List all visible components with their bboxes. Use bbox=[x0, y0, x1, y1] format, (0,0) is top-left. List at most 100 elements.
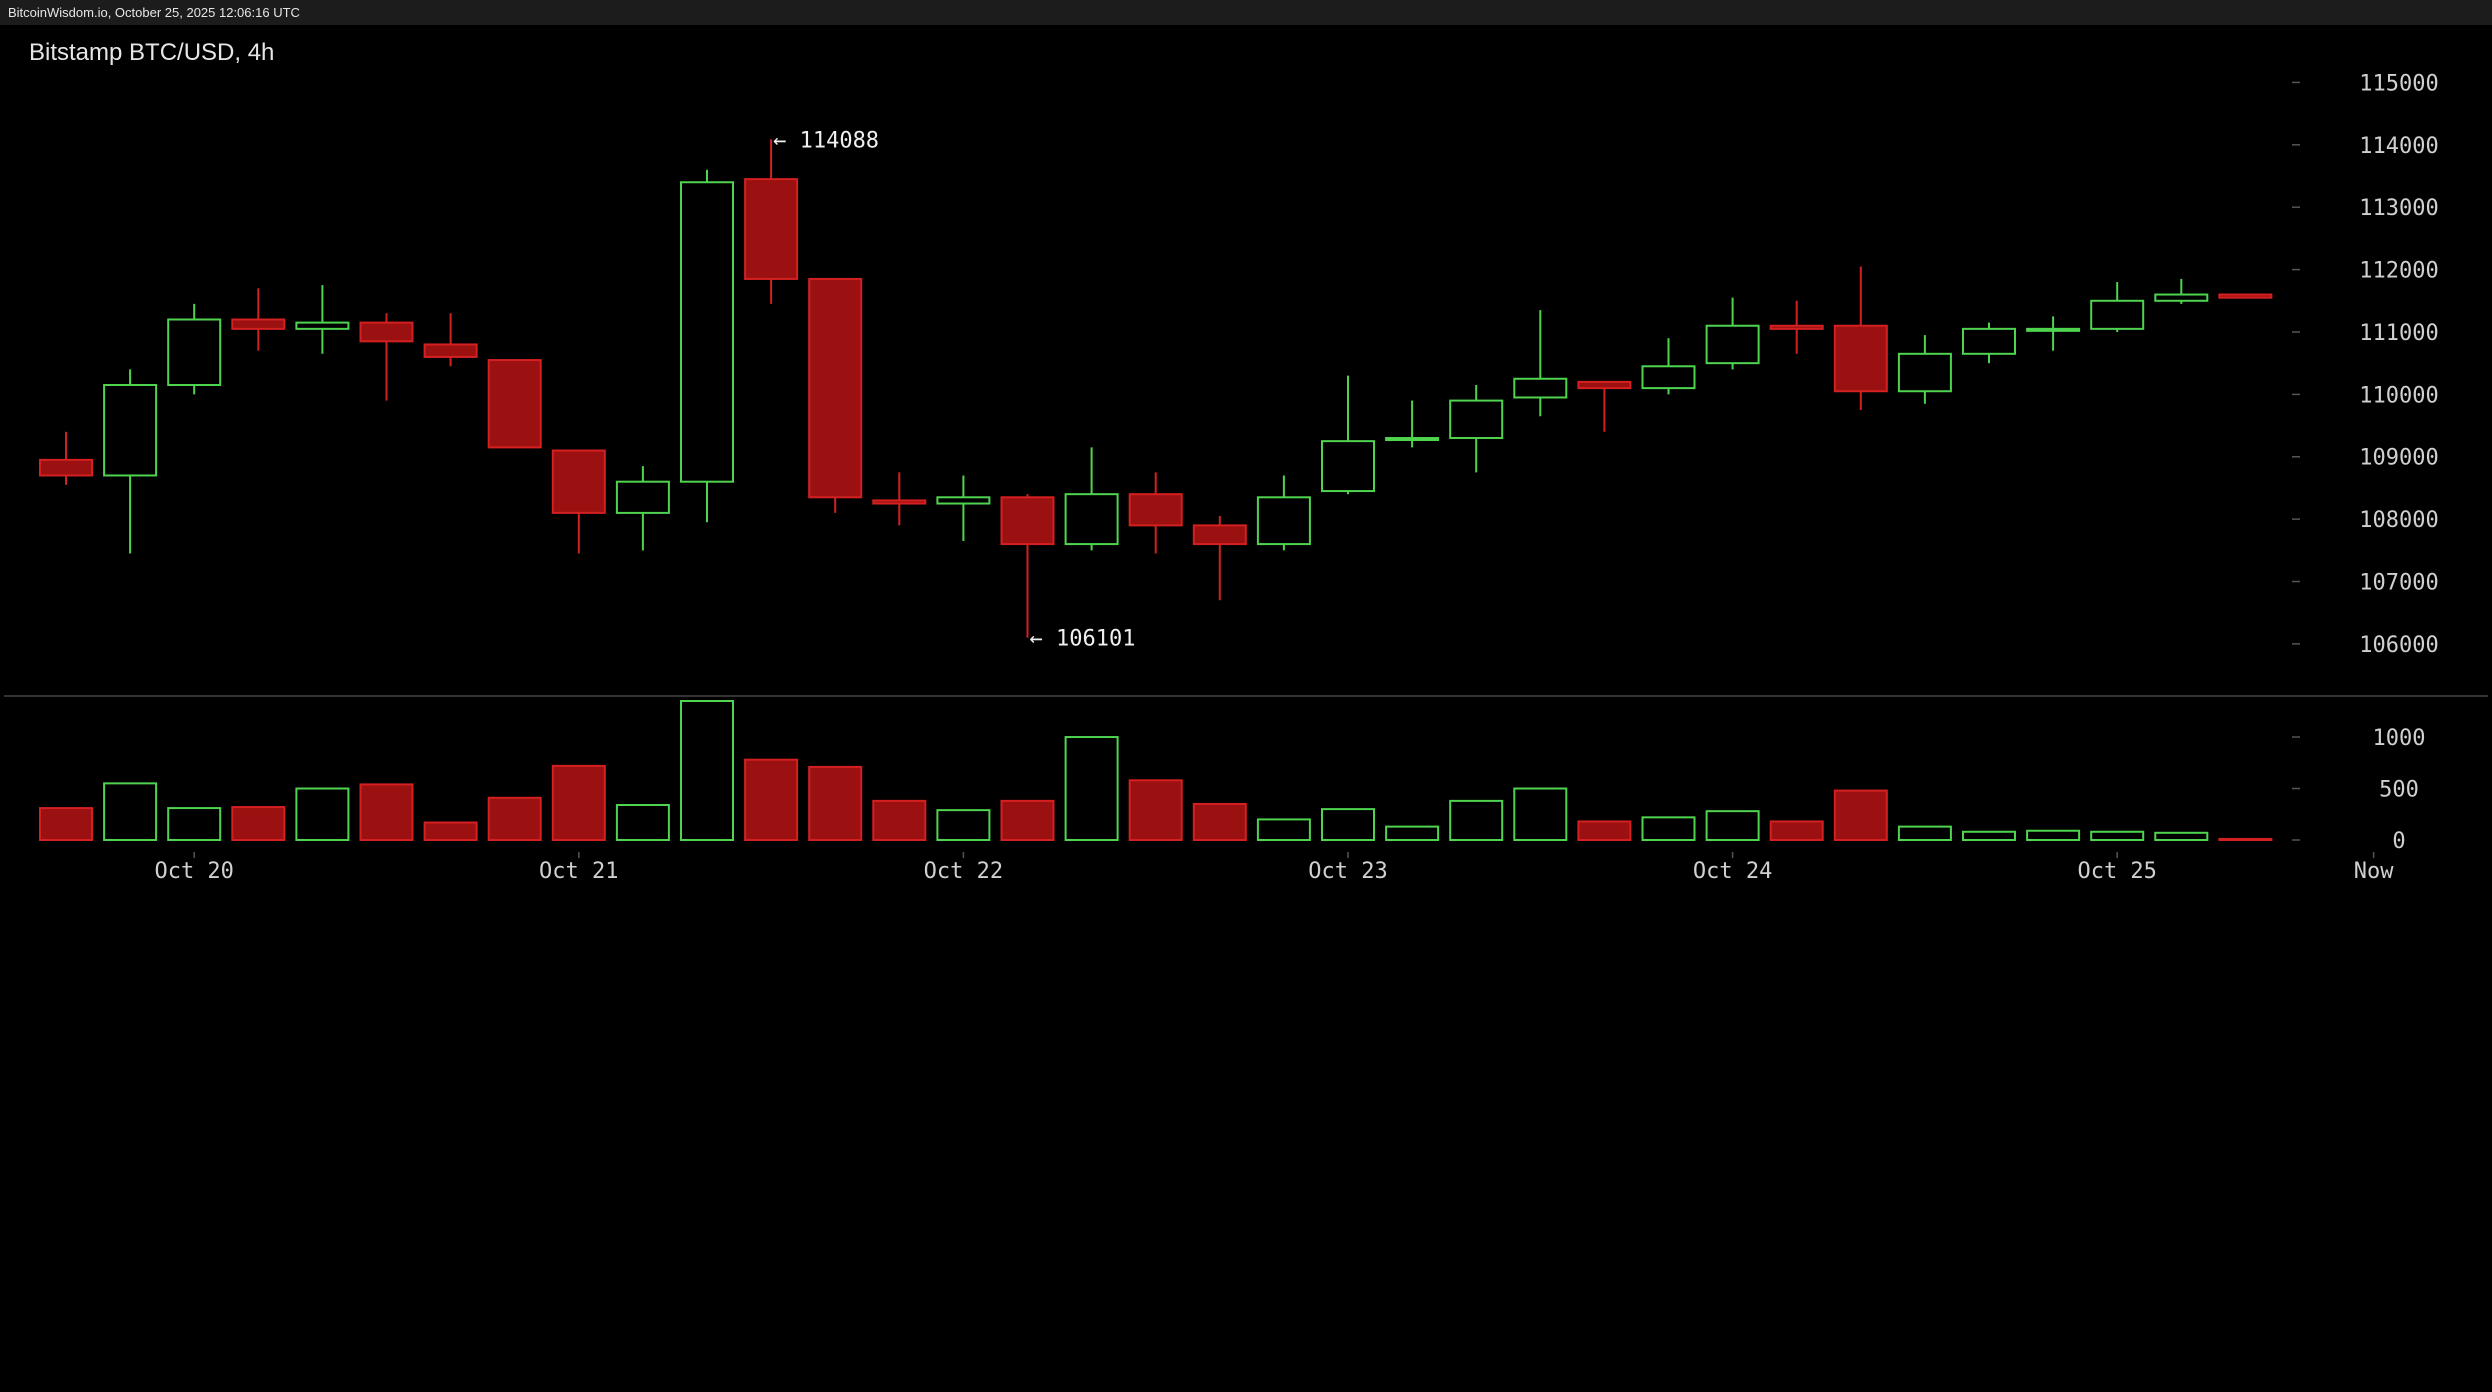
candle-body bbox=[2154, 293, 2209, 302]
candle-body bbox=[744, 178, 799, 280]
candle bbox=[1641, 338, 1696, 395]
time-tick-label: Oct 24 bbox=[1693, 859, 1772, 884]
candle-body bbox=[231, 318, 286, 330]
volume-bar bbox=[936, 809, 991, 842]
time-tick-label: Now bbox=[2354, 859, 2394, 884]
candle-body bbox=[872, 499, 927, 505]
candle-body bbox=[1385, 437, 1440, 442]
volume-bar bbox=[1705, 810, 1760, 841]
candle-body bbox=[680, 181, 734, 483]
candle-body bbox=[487, 359, 542, 449]
candle bbox=[1897, 335, 1952, 404]
price-tick-label: 114000 bbox=[2359, 134, 2438, 159]
candle bbox=[1064, 447, 1119, 551]
candle bbox=[359, 313, 414, 401]
candle bbox=[1577, 380, 1632, 432]
annotations: ← 114088 ← 106101 bbox=[773, 128, 1135, 651]
candle-body bbox=[2026, 327, 2081, 332]
volume-bar bbox=[2218, 837, 2273, 842]
time-axis: Oct 20 Oct 21 Oct 22 Oct 23 Oct 24 Oct 25 Now bbox=[154, 852, 2394, 884]
volume-bar bbox=[1449, 799, 1504, 842]
volume-bar bbox=[1256, 818, 1311, 842]
candle-body bbox=[1321, 440, 1375, 493]
candle bbox=[1321, 375, 1375, 495]
volume-bar bbox=[359, 783, 414, 842]
candle bbox=[1705, 297, 1760, 370]
candle-body bbox=[808, 277, 863, 499]
candle-body bbox=[1192, 524, 1247, 546]
volume-bar bbox=[39, 807, 93, 841]
volume-bar bbox=[1769, 820, 1824, 842]
time-tick-label: Oct 23 bbox=[1308, 859, 1387, 884]
chart-title: Bitstamp BTC/USD, 4h bbox=[29, 39, 274, 66]
volume-bar bbox=[872, 799, 927, 842]
volume-tick-label: 0 bbox=[2392, 829, 2405, 854]
top-bar: BitcoinWisdom.io, October 25, 2025 12:06… bbox=[0, 0, 2492, 25]
volume-bar bbox=[615, 803, 670, 842]
time-tick-label: Oct 20 bbox=[154, 859, 233, 884]
price-tick-label: 110000 bbox=[2359, 383, 2438, 408]
candle-body bbox=[1513, 377, 1568, 399]
price-tick-label: 108000 bbox=[2359, 508, 2438, 533]
candle-body bbox=[1705, 324, 1760, 365]
candle-body bbox=[1256, 496, 1311, 546]
candle bbox=[167, 303, 222, 395]
candle bbox=[1449, 385, 1504, 473]
candle-body bbox=[359, 321, 414, 343]
candle bbox=[2090, 282, 2145, 332]
candle bbox=[615, 466, 670, 551]
candle bbox=[1192, 516, 1247, 601]
candle bbox=[2218, 293, 2273, 299]
price-annotation: ← 106101 bbox=[1030, 627, 1136, 652]
price-axis: 106000 107000 108000 109000 110000 111000 1120… bbox=[2292, 71, 2439, 658]
price-tick-label: 115000 bbox=[2359, 71, 2438, 96]
price-tick-label: 111000 bbox=[2359, 321, 2438, 346]
volume-bar bbox=[1513, 787, 1568, 841]
candle-body bbox=[423, 343, 478, 358]
candle-body bbox=[295, 321, 350, 330]
candle-body bbox=[615, 480, 670, 514]
candle bbox=[1513, 310, 1568, 417]
candle-body bbox=[167, 318, 222, 387]
candle bbox=[551, 449, 606, 554]
candle bbox=[1256, 475, 1311, 551]
candle bbox=[808, 277, 863, 513]
candle bbox=[872, 472, 927, 526]
volume-bar bbox=[487, 796, 542, 841]
volume-bar bbox=[680, 700, 734, 841]
candle bbox=[2154, 278, 2209, 304]
volume-bar bbox=[231, 806, 286, 842]
price-tick-label: 109000 bbox=[2359, 446, 2438, 471]
volume-bar bbox=[1897, 825, 1952, 841]
candle bbox=[39, 431, 93, 485]
candle bbox=[1769, 300, 1824, 354]
volume-bar bbox=[1000, 799, 1055, 842]
candle bbox=[744, 139, 799, 304]
volume-bar bbox=[1192, 802, 1247, 841]
candles bbox=[39, 139, 2273, 638]
chart-frame: Bitstamp BTC/USD, 4h 106000 107000 108000 1… bbox=[4, 25, 2488, 1388]
candle-body bbox=[1897, 352, 1952, 393]
volume-bar bbox=[103, 782, 158, 841]
candle bbox=[103, 369, 158, 554]
price-chart[interactable]: Bitstamp BTC/USD, 4h 1060001070001080001… bbox=[4, 25, 2488, 1388]
header-text: BitcoinWisdom.io, October 25, 2025 12:06… bbox=[8, 5, 300, 20]
price-tick-label: 113000 bbox=[2359, 196, 2438, 221]
volume-bar bbox=[1321, 808, 1375, 841]
volume-bar bbox=[423, 821, 478, 841]
candle-body bbox=[2090, 299, 2145, 330]
volume-bar bbox=[808, 765, 863, 842]
candle-body bbox=[1577, 380, 1632, 390]
volume-bar bbox=[1128, 779, 1183, 842]
price-annotation: ← 114088 bbox=[773, 128, 879, 153]
candle-body bbox=[2218, 293, 2273, 299]
volume-bar bbox=[167, 807, 222, 841]
volume-bar bbox=[551, 764, 606, 841]
time-tick-label: Oct 25 bbox=[2077, 859, 2156, 884]
volume-bar bbox=[295, 787, 350, 841]
volume-bar bbox=[1577, 820, 1632, 842]
candle bbox=[231, 288, 286, 351]
candle-body bbox=[1641, 365, 1696, 390]
volume-bar bbox=[744, 758, 799, 842]
candle-body bbox=[1000, 496, 1055, 546]
